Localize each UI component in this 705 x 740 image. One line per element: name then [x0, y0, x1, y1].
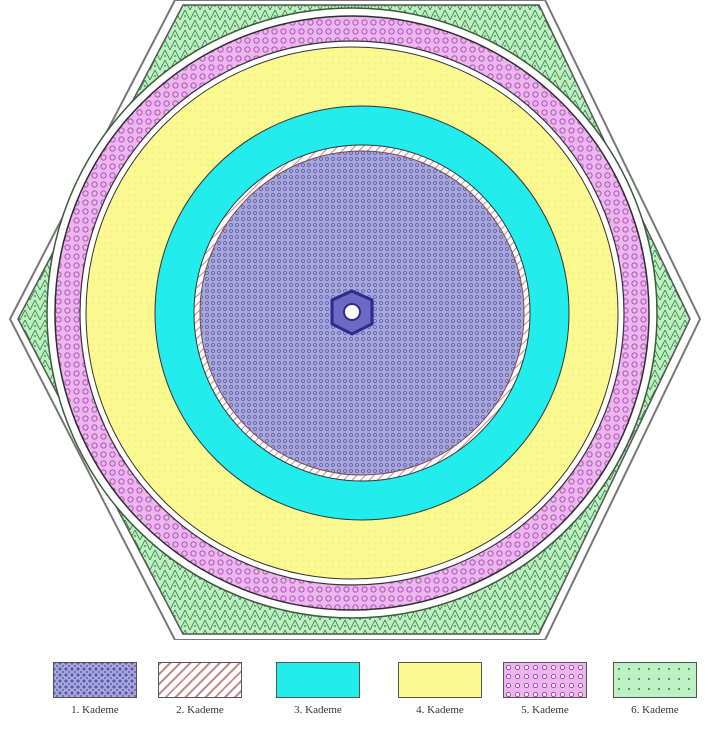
legend-label-6: 6. Kademe — [631, 704, 679, 716]
legend-item-1: 1. Kademe — [45, 662, 145, 716]
legend-label-4: 4. Kademe — [416, 704, 464, 716]
legend: 1. Kademe 2. Kademe 3. Kademe 4. Kademe … — [0, 662, 705, 732]
legend-swatch-5 — [503, 662, 587, 698]
legend-label-5: 5. Kademe — [521, 704, 569, 716]
legend-item-3: 3. Kademe — [268, 662, 368, 716]
legend-swatch-3 — [276, 662, 360, 698]
legend-label-2: 2. Kademe — [176, 704, 224, 716]
center-core-icon — [343, 303, 361, 321]
legend-item-2: 2. Kademe — [150, 662, 250, 716]
legend-swatch-1 — [53, 662, 137, 698]
legend-label-1: 1. Kademe — [71, 704, 119, 716]
legend-swatch-6 — [613, 662, 697, 698]
legend-swatch-4 — [398, 662, 482, 698]
legend-item-4: 4. Kademe — [390, 662, 490, 716]
legend-swatch-2 — [158, 662, 242, 698]
legend-item-5: 5. Kademe — [495, 662, 595, 716]
legend-label-3: 3. Kademe — [294, 704, 342, 716]
legend-item-6: 6. Kademe — [605, 662, 705, 716]
reactor-core-diagram — [8, 0, 702, 640]
